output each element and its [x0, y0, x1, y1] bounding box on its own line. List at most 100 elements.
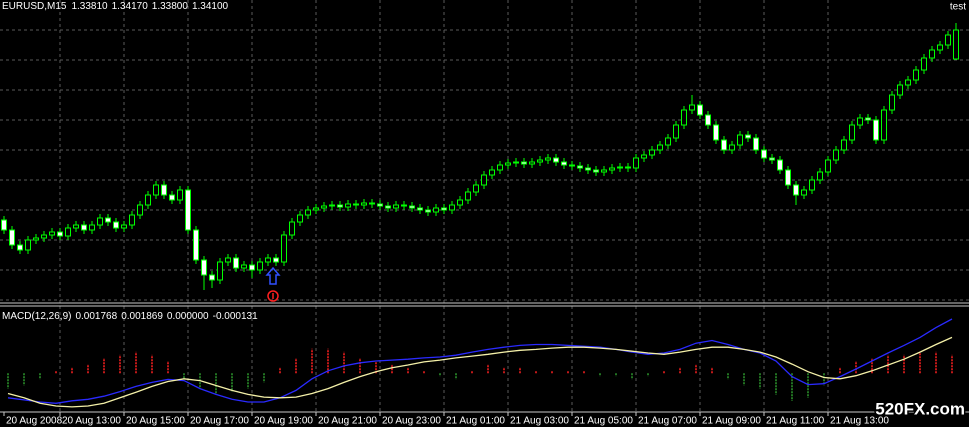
candle-body [361, 202, 367, 206]
signal-arrow [265, 266, 281, 285]
x-tick-label: 20 Aug 23:00 [382, 416, 441, 427]
candle-body [33, 237, 39, 241]
x-tick-label: 20 Aug 17:00 [190, 416, 249, 427]
candle-body [241, 264, 247, 269]
candle-body [113, 221, 119, 229]
candle-body [873, 119, 879, 141]
candle-body [785, 169, 791, 186]
indicator-line [7, 318, 953, 404]
candle-body [465, 191, 471, 201]
x-tick-label: 21 Aug 03:00 [510, 416, 569, 427]
candle-body [721, 139, 727, 151]
candle-body [41, 234, 47, 239]
candle-body [545, 157, 551, 161]
x-tick-label: 20 Aug 13:00 [62, 416, 121, 427]
candle-body [953, 29, 959, 60]
candle-body [809, 179, 815, 191]
candle-body [369, 202, 375, 205]
header-value: 1.33800 [152, 1, 189, 12]
candle-body [193, 229, 199, 261]
candle-body [505, 162, 511, 166]
candle-body [561, 161, 567, 166]
x-tick-label: 20 Aug 15:00 [126, 416, 185, 427]
candle-body [17, 244, 23, 251]
candle-body [609, 167, 615, 171]
candle-body [289, 221, 295, 236]
candle-body [521, 161, 527, 165]
candle-body [865, 117, 871, 121]
candle-body [569, 164, 575, 167]
x-tick-label: 20 Aug 2008 [6, 416, 63, 427]
candle-body [761, 149, 767, 159]
candle-body [209, 274, 215, 281]
candle-body [457, 199, 463, 206]
candle-body [105, 217, 111, 223]
candle-body [249, 264, 255, 271]
candle-body [161, 184, 167, 196]
indicator-line [7, 336, 953, 408]
candle-body [401, 204, 407, 207]
chart-header: EURUSD,M15 1.33810 1.34170 1.33800 1.34100 [2, 1, 229, 12]
x-tick-label: 20 Aug 19:00 [254, 416, 313, 427]
candle-body [825, 159, 831, 173]
annotation: test [950, 2, 966, 13]
candle-body [921, 57, 927, 71]
header-value: 1.33810 [71, 1, 108, 12]
candle-body [281, 234, 287, 263]
candle-body [537, 159, 543, 163]
candle-body [217, 261, 223, 281]
candle-body [929, 49, 935, 59]
candle-body [577, 165, 583, 169]
candle-body [121, 224, 127, 229]
candle-body [225, 257, 231, 263]
candle-body [801, 189, 807, 196]
candle-body [89, 224, 95, 231]
watermark: 520FX.com [875, 399, 965, 418]
candle-body [889, 94, 895, 111]
candle-body [769, 157, 775, 161]
candle-body [145, 194, 151, 206]
candle-body [713, 124, 719, 141]
candle-body [857, 117, 863, 126]
candle-body [481, 174, 487, 186]
candle-body [945, 34, 951, 46]
candle-body [497, 164, 503, 171]
candle-body [345, 203, 351, 208]
candle-body [937, 44, 943, 51]
candle-body [321, 205, 327, 209]
candle-body [313, 207, 319, 211]
signal-marker [267, 290, 279, 302]
indicator-header: MACD(12,26,9) 0.001768 0.001869 0.000000 -0.… [2, 311, 258, 322]
candle-body [553, 157, 559, 163]
x-tick-label: 21 Aug 13:00 [830, 416, 889, 427]
candle-body [665, 137, 671, 146]
candle-body [689, 104, 695, 111]
x-tick-label: 21 Aug 07:00 [638, 416, 697, 427]
candle-body [169, 194, 175, 201]
candle-body [385, 205, 391, 209]
candle-body [73, 224, 79, 229]
candle-body [273, 257, 279, 263]
candle-body [65, 227, 71, 237]
candle-body [745, 134, 751, 139]
candle-body [297, 214, 303, 223]
x-tick-label: 21 Aug 09:00 [702, 416, 761, 427]
candle-body [185, 189, 191, 231]
candle-body [1, 219, 7, 231]
candle-body [473, 184, 479, 193]
candle-body [393, 204, 399, 209]
candle-body [657, 144, 663, 151]
candle-body [177, 189, 183, 201]
candle-body [585, 167, 591, 171]
x-tick-label: 21 Aug 01:00 [446, 416, 505, 427]
candle-body [265, 257, 271, 263]
candle-body [329, 204, 335, 207]
candle-body [833, 149, 839, 161]
candle-body [729, 144, 735, 151]
candle-body [753, 137, 759, 151]
candle-body [841, 139, 847, 151]
header-value: 0.001869 [121, 311, 163, 322]
candle-body [425, 209, 431, 213]
candle-body [673, 124, 679, 139]
